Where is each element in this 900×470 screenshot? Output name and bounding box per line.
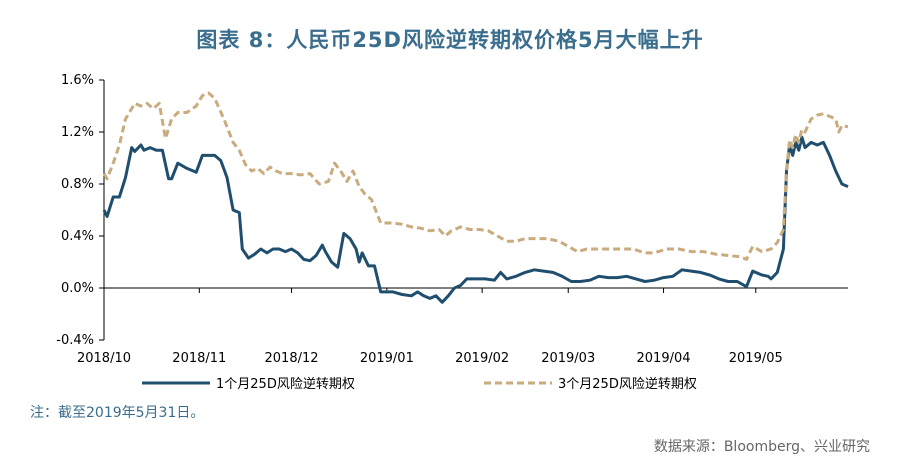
- y-tick-label: 0.8%: [61, 177, 94, 192]
- y-tick-label: 0.4%: [61, 229, 94, 244]
- legend: 1个月25D风险逆转期权 3个月25D风险逆转期权: [142, 376, 697, 392]
- x-tick-label: 2019/04: [637, 351, 691, 366]
- series-line-1: [102, 135, 849, 304]
- y-tick-label: 1.2%: [61, 125, 94, 140]
- data-source: 数据来源：Bloomberg、兴业研究: [653, 439, 870, 455]
- legend-label-2: 3个月25D风险逆转期权: [558, 376, 697, 392]
- x-tick-label: 2019/05: [729, 351, 783, 366]
- x-axis-ticks: 2018/10 2018/11 2018/12 2019/01 2019/02 2019/…: [77, 288, 783, 366]
- series-lines: [102, 91, 849, 304]
- y-tick-label: 0.0%: [61, 281, 94, 296]
- y-tick-label: 1.6%: [61, 73, 94, 88]
- series-line-2: [102, 91, 849, 261]
- x-tick-label: 2018/12: [265, 351, 319, 366]
- y-axis-ticks: -0.4% 0.0% 0.4% 0.8% 1.2% 1.6%: [56, 73, 104, 348]
- x-tick-label: 2019/01: [360, 351, 414, 366]
- x-tick-label: 2018/10: [77, 351, 131, 366]
- y-tick-label: -0.4%: [56, 333, 94, 348]
- x-tick-label: 2019/02: [455, 351, 509, 366]
- chart-title: 图表 8：人民币25D风险逆转期权价格5月大幅上升: [196, 28, 704, 52]
- x-tick-label: 2019/03: [541, 351, 595, 366]
- legend-label-1: 1个月25D风险逆转期权: [216, 376, 355, 392]
- axes: [103, 80, 848, 340]
- x-tick-label: 2018/11: [172, 351, 226, 366]
- footnote: 注：截至2019年5月31日。: [30, 405, 205, 421]
